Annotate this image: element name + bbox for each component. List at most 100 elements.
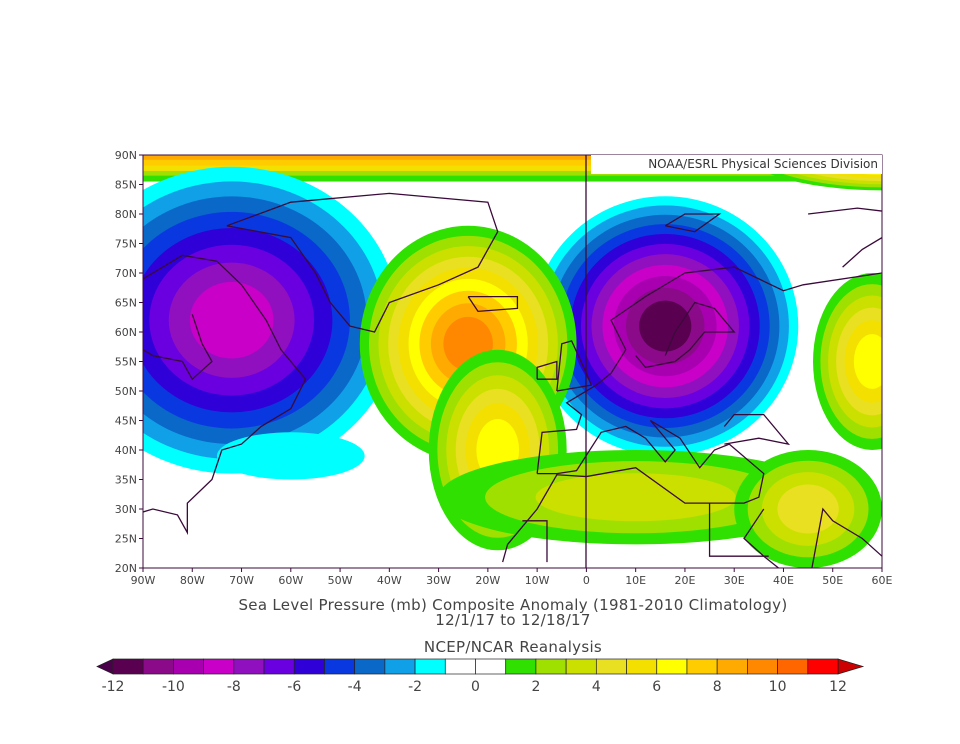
east-high-contour: [853, 334, 882, 389]
coastline: [635, 301, 736, 369]
coastline: [502, 419, 765, 563]
map-title: Sea Level Pressure (mb) Composite Anomal…: [238, 596, 788, 614]
colorbar-swatch: [324, 658, 356, 675]
data-source: NCEP/NCAR Reanalysis: [423, 638, 603, 656]
colorbar-swatch: [747, 658, 778, 675]
colorbar-swatch: [142, 658, 174, 675]
polar-high-contour: [864, 155, 882, 157]
colorbar-label: -4: [348, 679, 362, 695]
western-atlantic-cyan-contour: [216, 432, 365, 480]
lon-tick-label: 90W: [131, 574, 156, 587]
coastline: [522, 520, 548, 563]
colorbar-swatch: [263, 658, 295, 675]
europe-low-contour: [639, 300, 692, 352]
coastline: [467, 295, 519, 313]
polar-high-contour: [855, 135, 909, 152]
lat-tick-label: 25N: [115, 533, 137, 546]
lat-tick-label: 55N: [115, 356, 137, 369]
anomaly-contours: [143, 135, 909, 568]
colorbar-under-arrow: [96, 658, 114, 675]
lon-tick-label: 0: [583, 574, 590, 587]
colorbar-swatch: [595, 658, 627, 675]
coastline: [808, 207, 882, 215]
colorbar-swatch: [354, 658, 386, 675]
lon-tick-label: 60E: [872, 574, 893, 587]
colorbar-swatch: [535, 658, 567, 675]
coastline: [743, 508, 779, 568]
coastline: [536, 266, 882, 474]
lon-tick-label: 70W: [229, 574, 254, 587]
credit-box: [591, 155, 882, 174]
colorbar-swatch: [475, 658, 507, 675]
colorbar-swatch: [444, 658, 476, 675]
colorbar-swatch: [777, 658, 809, 675]
coastline: [536, 360, 558, 380]
lon-tick-label: 80W: [180, 574, 205, 587]
lat-tick-label: 80N: [115, 208, 137, 221]
colorbar-swatch: [414, 658, 446, 675]
colorbar-over-arrow: [837, 658, 865, 675]
colorbar-label: 12: [829, 679, 847, 695]
lat-tick-label: 70N: [115, 267, 137, 280]
colorbar-label: 6: [652, 679, 661, 695]
colorbar-swatch: [807, 658, 839, 675]
lon-tick-label: 60W: [278, 574, 303, 587]
lon-tick-label: 20E: [674, 574, 695, 587]
colorbar-swatch: [505, 658, 537, 675]
polar-band: [143, 155, 882, 166]
lon-tick-label: 40W: [377, 574, 402, 587]
colorbar-label: 4: [592, 679, 601, 695]
colorbar-swatch: [656, 658, 688, 675]
coastline: [143, 314, 213, 381]
lat-tick-label: 20N: [115, 562, 137, 575]
lat-tick-label: 60N: [115, 326, 137, 339]
axis-ticks: 90W 80W 70W 60W 50W 40W 30W 20W 10W 0 10E 20E 30E 40E…: [115, 149, 893, 587]
lat-tick-label: 35N: [115, 474, 137, 487]
colorbar-label: -12: [102, 679, 125, 695]
colorbar-swatch: [716, 658, 748, 675]
lat-tick-label: 40N: [115, 444, 137, 457]
date-range: 12/1/17 to 12/18/17: [435, 611, 591, 629]
colorbar-label: 8: [713, 679, 722, 695]
lat-tick-label: 50N: [115, 385, 137, 398]
arabia-high-contour: [777, 484, 839, 534]
lon-tick-label: 40E: [773, 574, 794, 587]
coastline: [811, 507, 882, 568]
lon-tick-label: 50W: [328, 574, 353, 587]
lon-tick-label: 20W: [475, 574, 500, 587]
lat-tick-label: 65N: [115, 297, 137, 310]
colorbar-swatch: [686, 658, 718, 675]
colorbar-label: 2: [531, 679, 540, 695]
lat-tick-label: 30N: [115, 503, 137, 516]
coastline: [842, 237, 882, 268]
polar-band: [143, 155, 882, 160]
coastline: [723, 413, 791, 446]
colorbar-label: 10: [769, 679, 787, 695]
colorbar-swatch: [233, 658, 265, 675]
colorbar-swatch: [203, 658, 235, 675]
colorbar-label: -2: [408, 679, 422, 695]
colorbar-swatch: [112, 658, 144, 675]
credit-label: NOAA/ESRL Physical Sciences Division: [648, 157, 878, 171]
coastlines: [143, 192, 882, 568]
coastline: [664, 213, 722, 233]
coastline: [226, 192, 499, 333]
lon-tick-label: 10W: [525, 574, 550, 587]
lat-tick-label: 45N: [115, 415, 137, 428]
colorbar-label: 0: [471, 679, 480, 695]
lat-tick-label: 75N: [115, 238, 137, 251]
colorbar-swatch: [173, 658, 204, 675]
lon-tick-label: 50E: [822, 574, 843, 587]
arctic-canada-low-contour: [189, 281, 274, 359]
lon-tick-label: 30E: [724, 574, 745, 587]
colorbar: -12 -10 -8 -6 -4 -2 0 2 4 6 8 10 12: [96, 658, 865, 695]
colorbar-label: -6: [287, 679, 301, 695]
lon-tick-label: 30W: [426, 574, 451, 587]
north-africa-high-contour: [535, 473, 736, 522]
lat-tick-label: 90N: [115, 149, 137, 162]
lat-tick-label: 85N: [115, 179, 137, 192]
colorbar-swatch: [626, 658, 658, 675]
colorbar-swatch: [565, 658, 597, 675]
colorbar-label: -8: [227, 679, 241, 695]
